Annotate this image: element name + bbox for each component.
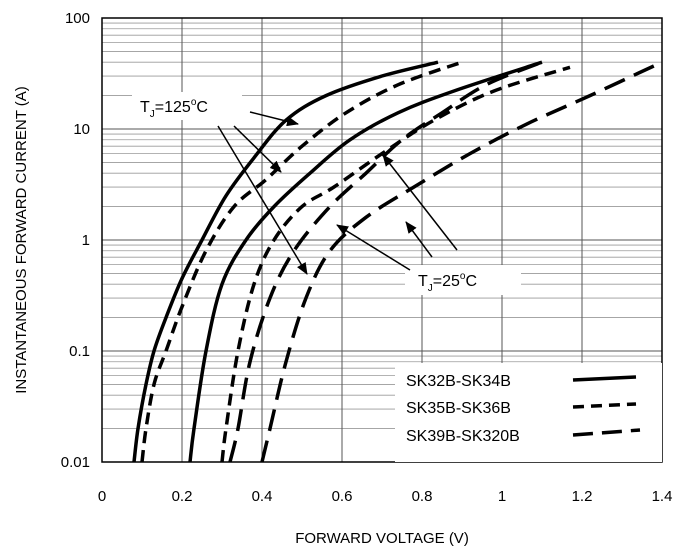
series-line-sk32b-sk34b-tj25 (188, 60, 543, 463)
legend-swatch-longdash (572, 428, 641, 437)
y-tick-label: 100 (65, 10, 90, 27)
legend-swatch-solid (572, 375, 637, 382)
y-tick-labels: 0.01 0.1 1 10 100 (61, 10, 90, 471)
plot-frame (101, 17, 663, 463)
series-layer (132, 60, 663, 463)
x-tick-label: 0.2 (172, 488, 193, 505)
series-line-sk39b-sk320b-tj125 (228, 60, 543, 463)
x-tick-label: 0.8 (412, 488, 433, 505)
x-axis-title: FORWARD VOLTAGE (V) (295, 530, 469, 547)
x-tick-label: 1 (498, 488, 506, 505)
x-tick-label: 1.2 (572, 488, 593, 505)
arrow-25-b (405, 221, 433, 258)
series-line-sk35b-sk36b-tj25 (220, 65, 571, 463)
legend-label-sk35b-sk36b: SK35B-SK36B (406, 400, 511, 417)
y-tick-label: 0.01 (61, 454, 90, 471)
annotation-tj125-text: TJ=125oC (140, 97, 208, 120)
arrow-125-c (217, 125, 308, 275)
arrow-125-b (233, 125, 282, 173)
series-line-sk32b-sk34b-tj125 (132, 60, 439, 463)
x-tick-label: 0.4 (252, 488, 273, 505)
legend-label-sk39b-sk320b: SK39B-SK320B (406, 428, 520, 445)
x-tick-labels: 0 0.2 0.4 0.6 0.8 1 1.2 1.4 (98, 488, 673, 505)
annotation-tj25-bg (405, 265, 521, 295)
arrow-25-c (336, 224, 411, 271)
annotation-tj125-bg (132, 92, 242, 120)
annotation-tj25: TJ=25oC (405, 265, 521, 295)
x-tick-label: 1.4 (652, 488, 673, 505)
y-tick-label: 0.1 (69, 343, 90, 360)
annotation-tj25-text: TJ=25oC (418, 271, 477, 294)
y-tick-label: 1 (82, 232, 90, 249)
legend-swatch-dashed (572, 402, 637, 409)
y-axis-title: INSTANTANEOUS FORWARD CURRENT (A) (13, 86, 30, 394)
series-line-sk39b-sk320b-tj25 (260, 60, 663, 463)
annotation-tj125: TJ=125oC (132, 92, 242, 120)
legend: SK32B-SK34B SK35B-SK36B SK39B-SK320B (395, 363, 662, 462)
x-tick-label: 0 (98, 488, 106, 505)
annotation-arrows (217, 111, 458, 275)
legend-label-sk32b-sk34b: SK32B-SK34B (406, 373, 511, 390)
y-tick-label: 10 (73, 121, 90, 138)
x-tick-label: 0.6 (332, 488, 353, 505)
arrow-125-a (249, 111, 299, 127)
series-line-sk35b-sk36b-tj125 (140, 60, 463, 463)
arrow-25-a (382, 154, 458, 251)
